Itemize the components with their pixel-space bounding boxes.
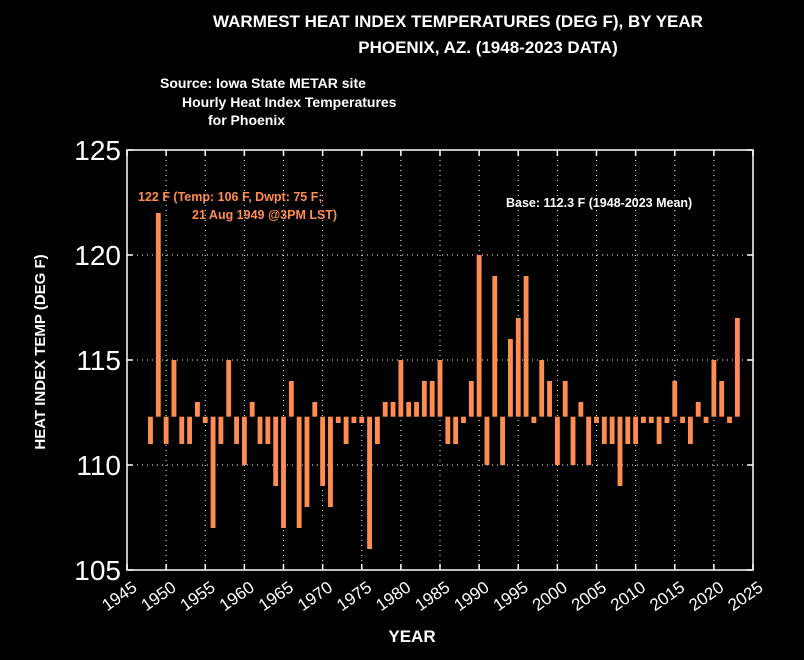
bar-2017	[687, 416, 693, 444]
bar-1986	[445, 416, 451, 444]
bar-1954	[194, 402, 200, 417]
bar-2019	[703, 416, 709, 423]
bar-2006	[601, 416, 607, 444]
bar-1985	[437, 360, 443, 417]
bar-series	[148, 213, 740, 549]
bar-1956	[210, 416, 216, 528]
bar-1976	[367, 416, 373, 549]
y-tick-label: 105	[74, 555, 121, 586]
bar-1991	[484, 416, 490, 465]
bar-1983	[421, 381, 427, 417]
bar-2016	[680, 416, 686, 423]
bar-2023	[734, 318, 740, 417]
bar-1955	[202, 416, 208, 423]
y-tick-label: 125	[74, 135, 121, 166]
bar-1998	[539, 360, 545, 417]
bar-1988	[461, 416, 466, 423]
bar-1959	[234, 416, 239, 444]
y-tick-labels: 105 110 115 120 125	[74, 135, 753, 586]
chart-subtitle: PHOENIX, AZ. (1948-2023 DATA)	[358, 38, 617, 57]
base-annotation: Base: 112.3 F (1948-2023 Mean)	[506, 196, 692, 210]
bar-1990	[476, 255, 482, 417]
record-annotation-line-1: 122 F (Temp: 106 F, Dwpt: 75 F;	[138, 190, 323, 204]
bar-2015	[672, 381, 678, 417]
bar-2004	[586, 416, 592, 465]
bar-2011	[641, 416, 646, 423]
bar-1992	[492, 276, 498, 417]
bar-1996	[523, 276, 529, 417]
bar-2014	[664, 416, 670, 423]
source-line-3: for Phoenix	[208, 112, 285, 128]
bar-1964	[273, 416, 279, 486]
bar-1972	[335, 416, 341, 423]
bar-2021	[719, 381, 725, 417]
bar-1977	[374, 416, 380, 444]
bar-2007	[609, 416, 615, 444]
source-line-1: Source: Iowa State METAR site	[160, 75, 366, 91]
bar-1969	[312, 402, 318, 417]
bar-1961	[249, 402, 255, 417]
bar-2001	[562, 381, 568, 417]
bar-1967	[296, 416, 302, 528]
bar-1981	[406, 402, 412, 417]
y-axis-label: HEAT INDEX TEMP (DEG F)	[32, 254, 49, 449]
bar-1975	[359, 416, 365, 423]
bar-1950	[163, 416, 169, 444]
bar-1982	[414, 402, 419, 417]
bar-1963	[265, 416, 271, 444]
bar-2010	[633, 416, 639, 444]
bar-2018	[695, 402, 701, 417]
bar-2022	[727, 416, 732, 423]
bar-1980	[398, 360, 404, 417]
bar-1978	[382, 402, 388, 417]
bar-1999	[547, 381, 552, 417]
bar-1949	[155, 213, 161, 417]
bar-1960	[241, 416, 247, 465]
bar-1953	[187, 416, 193, 444]
y-tick-label: 110	[76, 450, 121, 481]
bar-1966	[288, 381, 294, 417]
bar-1995	[515, 318, 521, 417]
bar-1974	[351, 416, 357, 423]
bar-2013	[656, 416, 662, 444]
record-annotation-line-2: 21 Aug 1949 @3PM LST)	[192, 208, 337, 222]
bar-1997	[531, 416, 537, 423]
bar-2012	[648, 416, 654, 423]
bar-1962	[257, 416, 263, 444]
chart-title: WARMEST HEAT INDEX TEMPERATURES (DEG F),…	[213, 12, 703, 31]
bar-1965	[281, 416, 286, 528]
bar-2008	[617, 416, 623, 486]
bar-1993	[500, 416, 506, 465]
bar-1952	[179, 416, 185, 444]
source-line-2: Hourly Heat Index Temperatures	[182, 94, 397, 110]
bar-2003	[578, 402, 584, 417]
bar-2000	[554, 416, 560, 465]
x-axis-label: YEAR	[388, 627, 435, 646]
bar-1951	[171, 360, 177, 417]
y-tick-label: 115	[76, 345, 121, 376]
bar-1948	[148, 416, 153, 444]
bar-1958	[226, 360, 232, 417]
bar-1957	[218, 416, 224, 444]
bar-1987	[453, 416, 459, 444]
bar-2005	[594, 416, 599, 423]
y-tick-label: 120	[74, 240, 121, 271]
bar-1979	[390, 402, 396, 417]
bar-1968	[304, 416, 310, 507]
bar-2002	[570, 416, 576, 465]
bar-2009	[625, 416, 631, 444]
bar-1989	[468, 381, 474, 417]
bar-1971	[328, 416, 333, 507]
bar-1970	[320, 416, 326, 486]
bar-1994	[507, 339, 513, 417]
bar-2020	[711, 360, 717, 417]
bar-1984	[429, 381, 435, 417]
bar-1973	[343, 416, 349, 444]
